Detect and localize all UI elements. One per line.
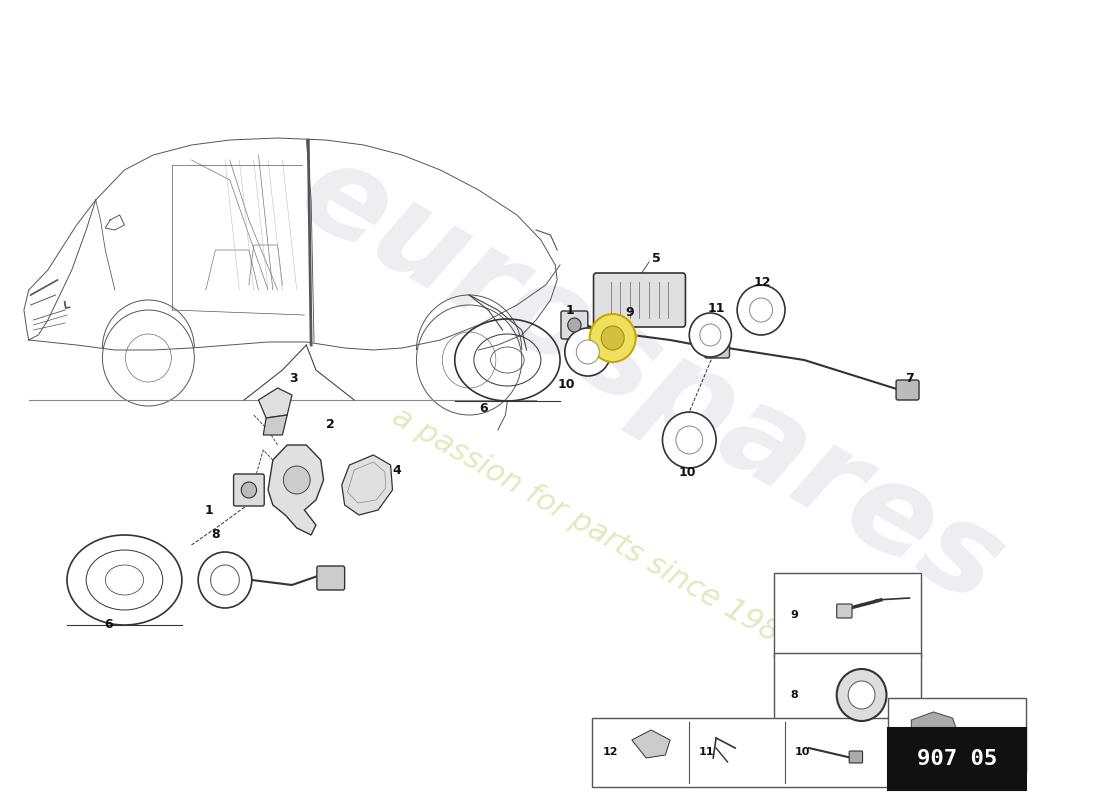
FancyBboxPatch shape xyxy=(896,380,918,400)
Circle shape xyxy=(700,324,720,346)
FancyBboxPatch shape xyxy=(317,566,344,590)
Text: 10: 10 xyxy=(794,747,810,757)
Text: 6: 6 xyxy=(480,402,487,414)
Polygon shape xyxy=(912,712,957,740)
FancyBboxPatch shape xyxy=(705,338,729,358)
FancyBboxPatch shape xyxy=(889,698,1026,772)
Circle shape xyxy=(662,412,716,468)
Circle shape xyxy=(737,285,785,335)
Text: 5: 5 xyxy=(652,251,661,265)
Circle shape xyxy=(568,318,581,332)
Text: 7: 7 xyxy=(905,371,914,385)
Text: a passion for parts since 1985: a passion for parts since 1985 xyxy=(387,402,801,658)
Text: 6: 6 xyxy=(103,618,112,631)
Text: 1: 1 xyxy=(565,303,574,317)
Text: 907 05: 907 05 xyxy=(917,749,998,769)
Text: 10: 10 xyxy=(679,466,696,479)
FancyBboxPatch shape xyxy=(889,728,1026,790)
Polygon shape xyxy=(268,445,323,535)
Text: 2: 2 xyxy=(326,418,334,431)
Circle shape xyxy=(749,298,772,322)
Text: 1: 1 xyxy=(205,503,213,517)
Circle shape xyxy=(564,328,611,376)
FancyBboxPatch shape xyxy=(594,273,685,327)
Text: 3: 3 xyxy=(289,371,298,385)
Circle shape xyxy=(241,482,256,498)
Text: 11: 11 xyxy=(698,747,714,757)
Text: 10: 10 xyxy=(558,378,575,391)
FancyBboxPatch shape xyxy=(837,604,852,618)
Circle shape xyxy=(576,340,600,364)
Polygon shape xyxy=(912,728,953,750)
Circle shape xyxy=(848,681,874,709)
FancyBboxPatch shape xyxy=(561,311,587,339)
FancyBboxPatch shape xyxy=(773,653,921,737)
Circle shape xyxy=(837,669,887,721)
Text: 9: 9 xyxy=(791,610,799,620)
Text: 12: 12 xyxy=(603,747,618,757)
Circle shape xyxy=(675,426,703,454)
Circle shape xyxy=(602,326,624,350)
FancyBboxPatch shape xyxy=(773,573,921,657)
Text: 12: 12 xyxy=(754,277,771,290)
Text: 11: 11 xyxy=(707,302,725,314)
Polygon shape xyxy=(631,730,670,758)
Circle shape xyxy=(210,565,240,595)
Polygon shape xyxy=(258,388,292,418)
Polygon shape xyxy=(342,455,393,515)
Text: L: L xyxy=(63,299,72,310)
Text: 8: 8 xyxy=(211,529,220,542)
Text: eurospares: eurospares xyxy=(278,130,1023,630)
Circle shape xyxy=(198,552,252,608)
Text: 8: 8 xyxy=(791,690,799,700)
Text: 4: 4 xyxy=(393,463,402,477)
Text: 9: 9 xyxy=(626,306,635,319)
Circle shape xyxy=(590,314,636,362)
Circle shape xyxy=(284,466,310,494)
FancyBboxPatch shape xyxy=(849,751,862,763)
FancyBboxPatch shape xyxy=(233,474,264,506)
FancyBboxPatch shape xyxy=(592,718,892,787)
Circle shape xyxy=(690,313,732,357)
Polygon shape xyxy=(263,415,287,435)
